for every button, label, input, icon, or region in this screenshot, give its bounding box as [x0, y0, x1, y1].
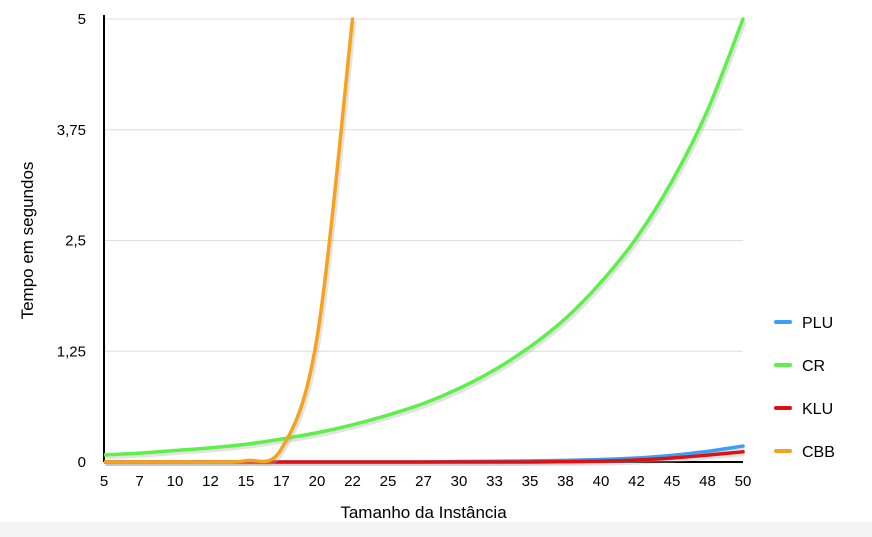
series-shadow-cr — [105, 20, 747, 460]
x-tick-label: 27 — [415, 473, 432, 490]
legend-label-cbb: CBB — [802, 444, 835, 461]
series-shadow-cbb — [105, 20, 357, 466]
series-shadow-klu — [105, 451, 745, 466]
legend-label-klu: KLU — [802, 401, 833, 418]
x-tick-label: 50 — [735, 473, 752, 490]
x-tick-label: 48 — [699, 473, 716, 490]
x-tick-label: 10 — [167, 473, 184, 490]
x-tick-label: 15 — [238, 473, 255, 490]
x-tick-label: 42 — [628, 473, 645, 490]
x-tick-label: 45 — [664, 473, 681, 490]
bottom-band — [0, 522, 872, 537]
y-tick-label: 3,75 — [57, 122, 86, 139]
x-tick-label: 5 — [100, 473, 108, 490]
legend-label-plu: PLU — [802, 315, 833, 332]
series-line-cbb — [104, 17, 355, 464]
y-tick-label: 5 — [78, 11, 86, 28]
y-axis-title: Tempo em segundos — [18, 162, 37, 320]
x-tick-label: 17 — [273, 473, 290, 490]
legend-label-cr: CR — [802, 358, 825, 375]
x-tick-label: 38 — [557, 473, 574, 490]
series-line-cr — [104, 17, 745, 457]
y-tick-label: 2,5 — [65, 233, 86, 250]
x-tick-label: 20 — [309, 473, 326, 490]
x-tick-label: 33 — [486, 473, 503, 490]
x-tick-label: 7 — [135, 473, 143, 490]
x-tick-label: 22 — [344, 473, 361, 490]
x-tick-label: 35 — [522, 473, 539, 490]
x-tick-label: 25 — [380, 473, 397, 490]
y-tick-label: 1,25 — [57, 343, 86, 360]
x-tick-label: 40 — [593, 473, 610, 490]
x-tick-label: 12 — [202, 473, 219, 490]
x-axis-title: Tamanho da Instância — [340, 503, 507, 522]
x-tick-label: 30 — [451, 473, 468, 490]
y-tick-label: 0 — [78, 454, 86, 471]
